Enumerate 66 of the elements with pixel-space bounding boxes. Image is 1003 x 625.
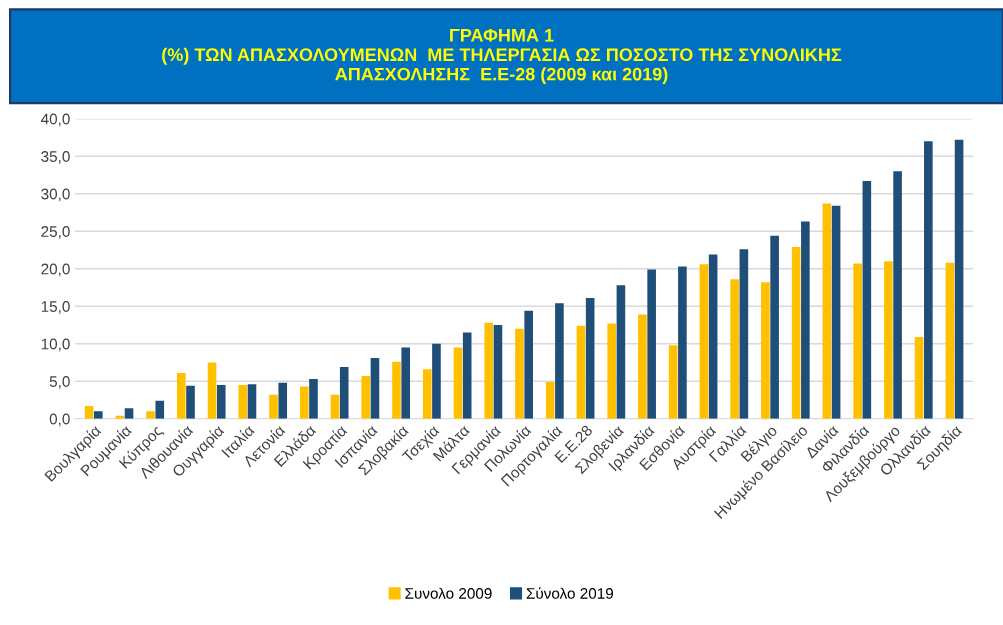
bar [484,322,494,419]
bar [678,266,687,419]
bar [309,379,318,419]
bar [453,347,463,419]
bar [831,205,841,419]
bar [853,263,862,419]
y-tick-label: 10,0 [41,338,70,352]
bar [176,373,186,419]
bar [801,221,810,419]
y-tick-label: 40,0 [40,113,70,127]
bar [392,361,401,419]
bar [278,382,288,419]
bar [146,411,155,419]
legend-label: Σύνολο 2019 [526,587,614,599]
bar [954,139,964,419]
bar [216,385,226,419]
bar [432,343,441,419]
y-tick-label: 5,0 [49,376,70,389]
chart-title: ΓΡΑΦΗΜΑ 1 (%) ΤΩΝ ΑΠΑΣΧΟΛΟΥΜΕΝΩΝ ΜΕ ΤΗΛΕΡΓΑΣΙΑ ΩΣ ΠΟΣΟΣΤΟ ΤΗΣ ΣΥΝΟΛΙΚΗΣ ΑΠΑΣΧΟΛΗΣΗΣ Ε.Ε-28 (2009 και 2019) [162,28,842,85]
bar [155,400,165,419]
y-tick-label: 35,0 [41,151,70,164]
bar [370,358,380,419]
bar [616,285,626,419]
bar [638,314,647,419]
bar [862,181,872,419]
bar [462,332,472,419]
bar [339,367,349,419]
bar [93,411,103,419]
y-tick-label: 30,0 [41,188,70,202]
y-tick-label: 0,0 [49,413,70,427]
bar [186,385,195,419]
bar [401,347,411,419]
bar [699,264,709,419]
bar [668,345,678,419]
bar [207,362,217,419]
bar [493,325,503,419]
bar [247,384,257,419]
bar [739,249,749,419]
bar [238,385,248,419]
bar [299,386,309,419]
bar [884,261,893,419]
bar [924,141,933,419]
bar [555,303,564,419]
bar [708,254,718,419]
bar [269,394,278,419]
bar [361,376,371,419]
bar [791,247,801,419]
legend-label: Συνολο 2009 [405,587,492,599]
bar [914,337,924,419]
y-tick-label: 20,0 [41,263,70,277]
bar [822,203,832,419]
bar [893,171,902,419]
bar [730,279,739,419]
bar [524,310,533,419]
bar [585,298,595,419]
bar [945,262,955,419]
bar [576,325,586,419]
bar [761,282,770,419]
bar [607,323,616,419]
y-tick-label: 15,0 [41,301,70,314]
bar [770,235,779,419]
bar [422,369,432,419]
bar [545,382,555,419]
y-tick-label: 25,0 [41,226,70,239]
bar [647,269,656,419]
bar [515,328,524,419]
